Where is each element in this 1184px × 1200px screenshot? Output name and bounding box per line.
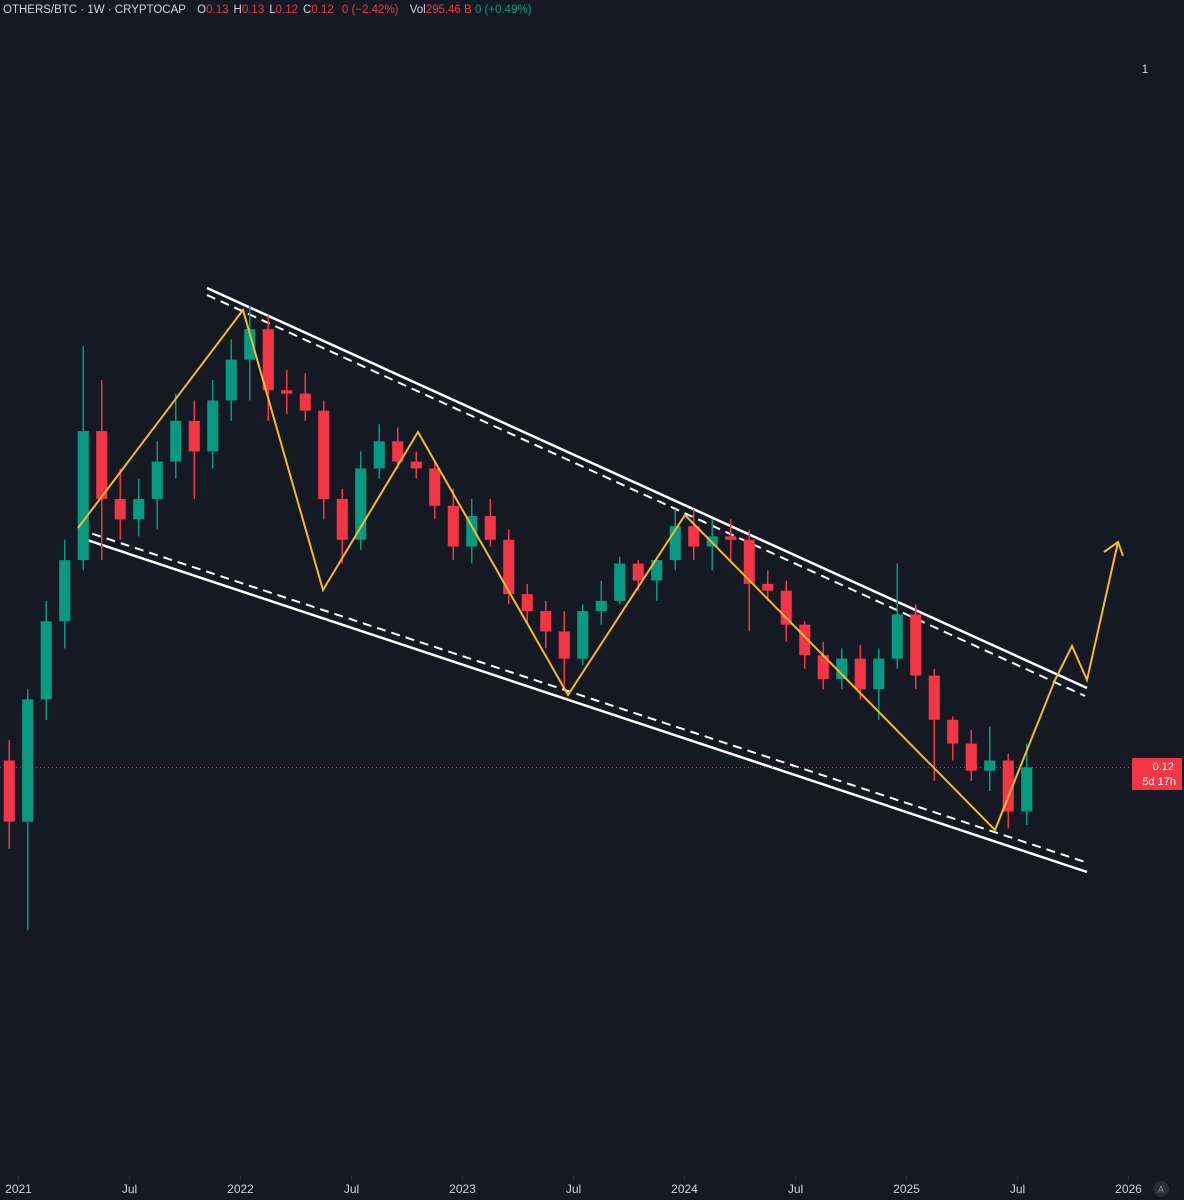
ohlc-value: 0.13	[241, 4, 265, 16]
x-tick-label: 2026	[1115, 1182, 1142, 1196]
x-tick-label: Jul	[344, 1182, 359, 1196]
volume-label: Vol	[409, 4, 426, 16]
candle-body	[373, 441, 385, 469]
x-tick-label: 2023	[449, 1182, 476, 1196]
zigzag	[77, 307, 1124, 832]
candle-body	[1002, 760, 1014, 812]
trendline	[77, 535, 1088, 874]
x-tick-label: 2024	[671, 1182, 698, 1196]
candle-body	[965, 743, 977, 771]
x-tick-label: Jul	[1010, 1182, 1025, 1196]
x-tick-label: Jul	[788, 1182, 803, 1196]
candle-body	[40, 621, 52, 700]
candle-body	[984, 760, 996, 771]
symbol: OTHERS/BTC · 1W · CRYPTOCAP	[3, 4, 186, 16]
candle-body	[318, 410, 330, 499]
candle-body	[799, 624, 811, 656]
ohlc-value: 0.12	[275, 4, 299, 16]
ohlc-key: C	[303, 4, 312, 16]
candle-body	[410, 461, 422, 469]
trendline	[77, 528, 1086, 863]
axes: 2021 Jul 2022 Jul 2023 Jul 2024 Jul 2025 Jul 2026	[0, 766, 1142, 1196]
trendline	[206, 294, 1086, 697]
x-tick-label: 2022	[227, 1182, 254, 1196]
candle-body	[836, 658, 848, 680]
scale-button[interactable]	[1153, 1181, 1169, 1197]
last-price-label: 0.12	[1153, 761, 1174, 773]
candle-body	[503, 539, 515, 595]
countdown: 5d 17h	[1142, 776, 1176, 788]
candle-body	[854, 658, 866, 690]
candle-body	[873, 658, 885, 690]
candle-body	[928, 675, 940, 720]
x-tick-label: Jul	[566, 1182, 581, 1196]
candle-body	[558, 631, 570, 659]
ohlc-value: 0.12	[311, 4, 334, 16]
x-tick-label: 2021	[5, 1182, 32, 1196]
candle-body	[614, 563, 626, 601]
candle-body	[299, 393, 311, 411]
candle-body	[355, 468, 367, 540]
candle-body	[77, 431, 89, 561]
drawings	[77, 286, 1088, 874]
volume-change: 0 (+0.49%)	[474, 4, 532, 16]
candle-body	[577, 611, 589, 659]
volume: 295.46 B	[425, 4, 472, 16]
candle-body	[762, 583, 774, 591]
legend-header: OTHERS/BTC · 1W · CRYPTOCAP O0.13 H0.13 L0…	[3, 4, 532, 16]
candle-body	[429, 468, 441, 506]
candles	[3, 305, 1033, 931]
candle-body	[466, 515, 478, 547]
candle-body	[336, 498, 348, 540]
candle-body	[484, 515, 496, 540]
candle-body	[632, 563, 644, 581]
arrow-head	[1103, 540, 1124, 557]
scale-mode[interactable]: A	[1158, 1184, 1164, 1194]
candle-body	[207, 400, 219, 452]
ohlc-key: L	[269, 4, 276, 16]
x-tick-label: Jul	[122, 1182, 137, 1196]
candle-body	[188, 420, 200, 452]
candle-body	[891, 614, 903, 659]
ohlc-key: H	[233, 4, 242, 16]
candle-body	[743, 539, 755, 584]
candle-body	[262, 329, 274, 391]
pane-number: 1	[1142, 62, 1149, 76]
candle-body	[817, 655, 829, 680]
candle-body	[521, 594, 533, 612]
candle-body	[947, 719, 959, 744]
price-badge	[1132, 758, 1182, 790]
candle-body	[651, 560, 663, 581]
candle-body	[688, 526, 700, 547]
candle-body	[780, 590, 792, 625]
ohlc-value: 0.13	[206, 4, 229, 16]
candle-body	[151, 461, 163, 499]
candle-body	[669, 526, 681, 561]
trendline	[206, 286, 1088, 690]
candle-body	[447, 505, 459, 547]
ohlc-key: O	[197, 4, 207, 16]
candle-body	[170, 420, 182, 462]
candle-body	[114, 498, 126, 520]
zigzag-path	[77, 307, 1119, 832]
candle-body	[595, 600, 607, 612]
candle-body	[725, 536, 737, 540]
candle-body	[540, 611, 552, 632]
candle-body	[133, 498, 145, 520]
candle-body	[392, 441, 404, 462]
candle-body	[59, 560, 71, 622]
ohlc: O0.13 H0.13 L0.12 C0.12	[197, 4, 339, 16]
change: 0 (−2.42%)	[341, 4, 399, 16]
candle-body	[3, 760, 15, 822]
candle-body	[1021, 767, 1033, 812]
candle-body	[96, 431, 108, 499]
candle-body	[225, 359, 237, 401]
candle-body	[281, 390, 293, 394]
x-tick-label: 2025	[893, 1182, 920, 1196]
candle-body	[22, 699, 34, 822]
candle-body	[910, 614, 922, 676]
candle-body	[244, 329, 256, 360]
